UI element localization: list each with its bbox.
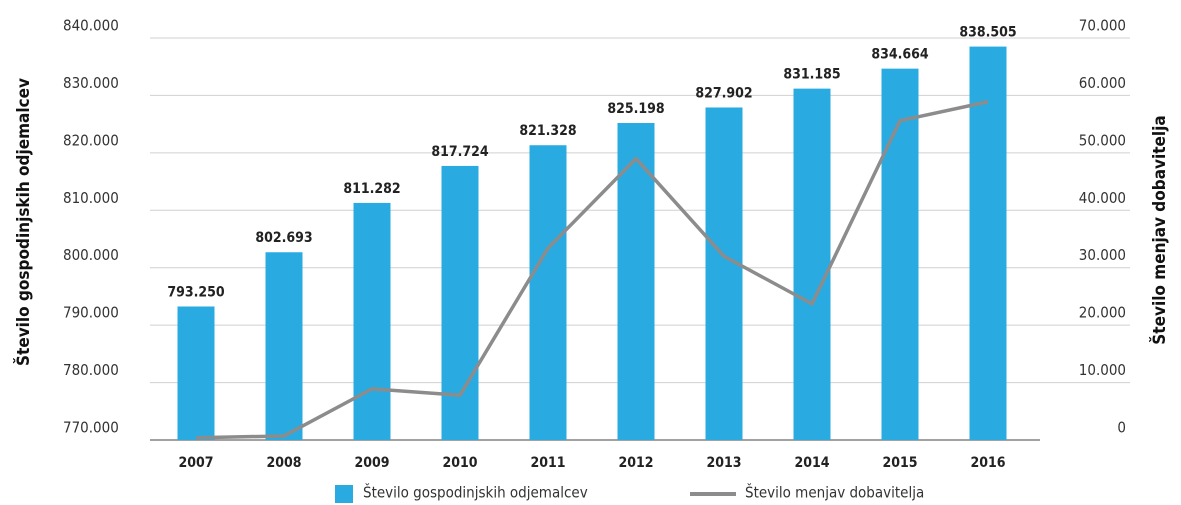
x-tick-label: 2009 [354, 455, 389, 471]
bar [793, 88, 831, 440]
y-tick-label: 780.000 [63, 361, 119, 379]
bar [617, 123, 655, 440]
bar [881, 68, 919, 440]
y2-axis-title: Število menjav dobavitelja [1148, 115, 1170, 344]
bar [265, 252, 303, 440]
y-tick-label: 840.000 [63, 17, 119, 35]
y2-tick-label: 60.000 [1079, 74, 1126, 92]
x-tick-label: 2015 [882, 455, 917, 471]
bar [969, 46, 1007, 440]
x-tick-label: 2007 [178, 455, 213, 471]
y-tick-label: 830.000 [63, 74, 119, 92]
data-label: 817.724 [431, 144, 489, 160]
data-label: 831.185 [783, 67, 840, 83]
legend-label: Število menjav dobavitelja [745, 483, 924, 502]
x-tick-label: 2011 [530, 455, 565, 471]
legend-swatch [335, 485, 353, 503]
data-label: 802.693 [255, 230, 312, 246]
y-tick-label: 800.000 [63, 246, 119, 264]
x-tick-label: 2008 [266, 455, 301, 471]
y2-tick-label: 70.000 [1079, 17, 1126, 35]
bar [177, 306, 215, 440]
y2-tick-label: 40.000 [1079, 189, 1126, 207]
data-label: 834.664 [871, 47, 929, 63]
data-label: 825.198 [607, 101, 664, 117]
y2-tick-label: 20.000 [1079, 304, 1126, 322]
y2-tick-label: 0 [1117, 419, 1126, 437]
x-tick-label: 2016 [970, 455, 1005, 471]
y2-tick-label: 50.000 [1079, 131, 1126, 149]
data-label: 821.328 [519, 123, 576, 139]
y-axis-title: Število gospodinjskih odjemalcev [12, 78, 34, 366]
legend-label: Število gospodinjskih odjemalcev [363, 483, 588, 502]
x-tick-label: 2012 [618, 455, 653, 471]
bar [705, 107, 743, 441]
data-label: 811.282 [343, 181, 400, 197]
y2-tick-label: 10.000 [1079, 361, 1126, 379]
data-label: 838.505 [959, 25, 1016, 41]
x-tick-label: 2013 [706, 455, 741, 471]
bar [353, 202, 391, 440]
x-tick-label: 2014 [794, 455, 829, 471]
y-tick-label: 770.000 [63, 419, 119, 437]
y-tick-label: 810.000 [63, 189, 119, 207]
line [195, 100, 989, 440]
y-tick-label: 790.000 [63, 304, 119, 322]
data-label: 793.250 [167, 284, 225, 300]
y2-tick-label: 30.000 [1079, 246, 1126, 264]
x-tick-label: 2010 [442, 455, 477, 471]
bar [441, 165, 479, 440]
y-tick-label: 820.000 [63, 131, 119, 149]
bar [529, 145, 567, 440]
data-label: 827.902 [695, 85, 752, 101]
